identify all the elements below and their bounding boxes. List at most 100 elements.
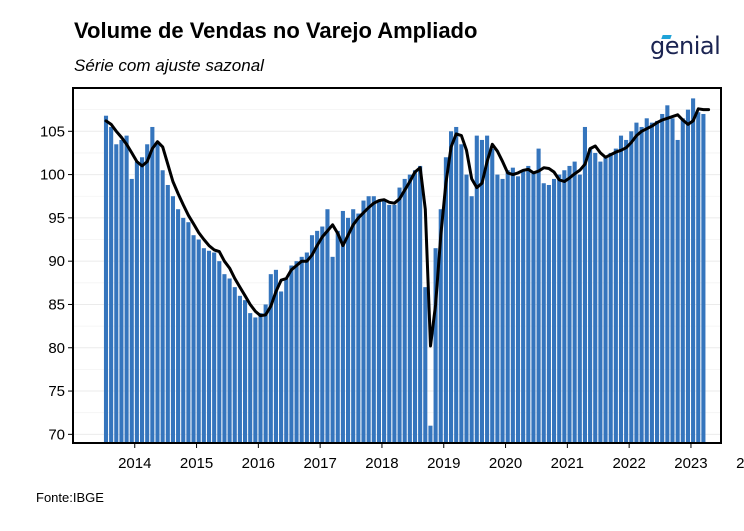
bar bbox=[124, 135, 129, 443]
bar bbox=[438, 209, 443, 443]
bar bbox=[129, 178, 134, 444]
y-tick-label: 85 bbox=[48, 296, 65, 313]
grid-lines bbox=[73, 109, 721, 435]
bar bbox=[145, 144, 150, 443]
bar bbox=[330, 256, 335, 443]
bar bbox=[691, 98, 696, 443]
bar bbox=[299, 256, 304, 443]
bar bbox=[567, 165, 572, 444]
bar bbox=[655, 120, 660, 443]
bar bbox=[644, 118, 649, 444]
x-tick-label: 2023 bbox=[674, 455, 707, 472]
bar bbox=[181, 217, 186, 443]
bar bbox=[552, 178, 557, 444]
bar bbox=[140, 157, 145, 443]
bar bbox=[479, 139, 484, 443]
trend-line bbox=[104, 107, 711, 348]
bar bbox=[618, 135, 624, 443]
bar bbox=[685, 109, 690, 444]
bar bbox=[407, 174, 412, 443]
bar bbox=[521, 170, 526, 443]
bar bbox=[315, 230, 320, 443]
bar bbox=[248, 313, 253, 443]
bar bbox=[593, 152, 598, 443]
bar bbox=[382, 200, 387, 443]
bar bbox=[433, 248, 438, 443]
bar bbox=[603, 157, 608, 443]
bar bbox=[335, 230, 340, 443]
y-tick-label: 80 bbox=[48, 340, 65, 357]
bar bbox=[191, 235, 196, 443]
y-tick-label: 75 bbox=[48, 383, 65, 400]
bar bbox=[613, 148, 618, 444]
bar bbox=[325, 209, 330, 443]
bar bbox=[150, 126, 155, 444]
bar bbox=[134, 161, 139, 443]
plot-frame bbox=[72, 87, 722, 444]
x-tick-label: 2016 bbox=[242, 455, 275, 472]
bar bbox=[428, 425, 433, 443]
bar bbox=[541, 183, 546, 443]
x-tick-label: 2020 bbox=[489, 455, 522, 472]
bar bbox=[320, 226, 325, 443]
bar bbox=[449, 131, 454, 444]
bar bbox=[624, 139, 629, 443]
y-tick-label: 105 bbox=[40, 123, 65, 140]
bar bbox=[680, 118, 685, 444]
bar bbox=[510, 167, 515, 443]
bar bbox=[170, 196, 175, 443]
bar bbox=[356, 213, 361, 443]
bar bbox=[536, 148, 541, 444]
bar bbox=[531, 171, 536, 444]
chart-title: Volume de Vendas no Varejo Ampliado bbox=[74, 18, 478, 43]
bar bbox=[639, 126, 644, 444]
bar bbox=[412, 170, 418, 443]
y-axis: 70 75 80 85 90 95 100 105 bbox=[40, 123, 73, 443]
bar bbox=[665, 105, 670, 443]
bar bbox=[629, 131, 634, 444]
x-tick-label: 2021 bbox=[551, 455, 584, 472]
bar bbox=[258, 313, 263, 443]
bar bbox=[155, 141, 160, 443]
x-tick-label: 2017 bbox=[303, 455, 336, 472]
bar bbox=[392, 204, 397, 443]
bar bbox=[268, 274, 273, 443]
bar bbox=[464, 174, 469, 443]
bar bbox=[582, 126, 587, 444]
bar bbox=[495, 174, 500, 443]
bar bbox=[459, 144, 464, 443]
bar bbox=[490, 148, 495, 444]
chart-subtitle: Série com ajuste sazonal bbox=[74, 56, 264, 75]
bar bbox=[201, 248, 206, 443]
bar bbox=[232, 287, 237, 443]
bar bbox=[402, 178, 407, 444]
bar bbox=[289, 265, 294, 443]
bar bbox=[294, 261, 299, 443]
bar bbox=[371, 196, 376, 443]
bar bbox=[598, 161, 603, 443]
bar bbox=[701, 113, 706, 443]
bars bbox=[103, 98, 706, 444]
bar bbox=[557, 174, 562, 443]
bar bbox=[263, 304, 268, 443]
bar bbox=[418, 165, 423, 444]
bar bbox=[546, 184, 551, 443]
bar bbox=[212, 252, 217, 443]
bar bbox=[366, 196, 371, 443]
bar bbox=[670, 118, 675, 444]
x-axis: 2014 2015 2016 2017 2018 2019 2020 2021 2022 2023… bbox=[118, 443, 744, 472]
bar bbox=[176, 209, 181, 443]
x-tick-label: 2018 bbox=[365, 455, 398, 472]
bar bbox=[562, 170, 567, 443]
bar bbox=[675, 139, 680, 443]
bar bbox=[186, 222, 191, 443]
bar bbox=[469, 196, 474, 443]
bar bbox=[515, 176, 521, 443]
bar bbox=[279, 291, 284, 443]
bar bbox=[577, 174, 582, 443]
bar bbox=[217, 261, 222, 443]
bar bbox=[423, 287, 428, 443]
bar bbox=[160, 170, 165, 443]
x-tick-label: 2024 bbox=[736, 455, 744, 472]
